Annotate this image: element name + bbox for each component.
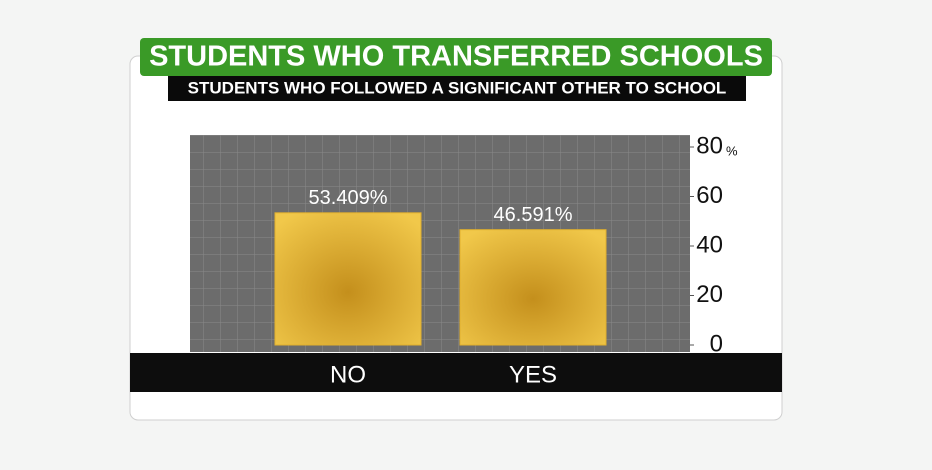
y-tick-label: 60 xyxy=(696,182,723,209)
y-tick-label: 40 xyxy=(696,231,723,258)
subtitle-box xyxy=(168,76,746,101)
y-unit: % xyxy=(726,143,738,158)
chart-title: STUDENTS WHO TRANSFERRED SCHOOLS xyxy=(149,41,763,73)
bar xyxy=(459,229,607,346)
x-tick-label: YES xyxy=(509,361,557,388)
chart-subtitle: STUDENTS WHO FOLLOWED A SIGNIFICANT OTHE… xyxy=(188,78,727,97)
x-tick-label: NO xyxy=(330,361,366,388)
title-box xyxy=(140,38,772,76)
y-tick-label: 0 xyxy=(710,330,723,357)
value-label: 46.591% xyxy=(494,204,573,226)
y-tick-label: 80 xyxy=(696,132,723,159)
y-tick-label: 20 xyxy=(696,281,723,308)
value-label: 53.409% xyxy=(309,187,388,209)
category-band xyxy=(130,353,782,392)
bar xyxy=(274,212,422,346)
plot-pattern xyxy=(190,135,690,352)
